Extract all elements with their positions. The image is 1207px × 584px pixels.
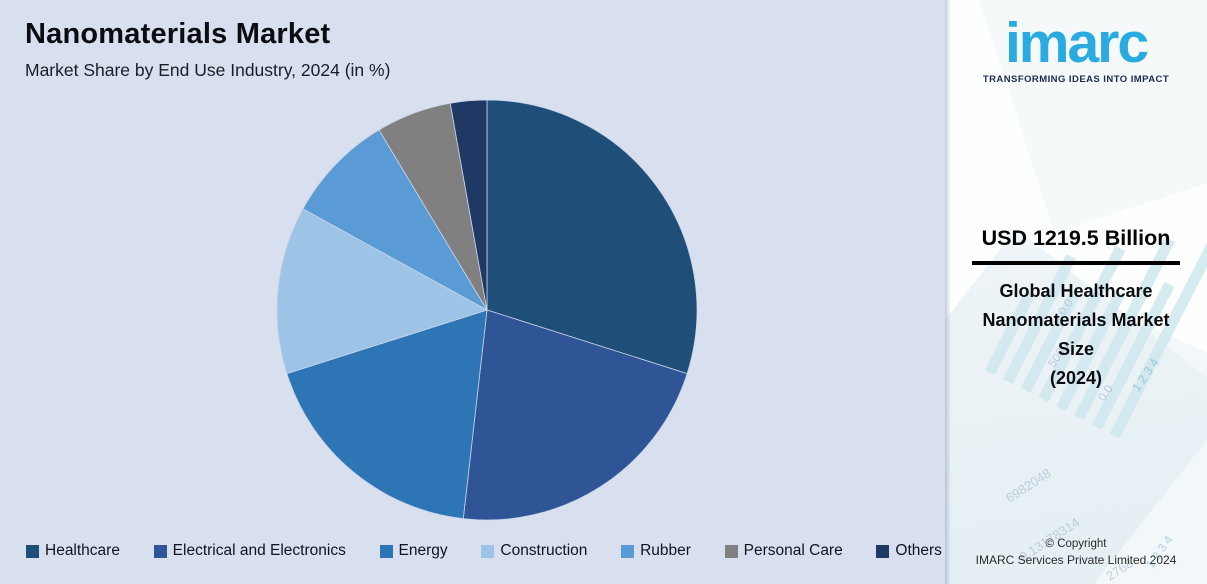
chart-subtitle: Market Share by End Use Industry, 2024 (… <box>25 60 391 80</box>
legend-swatch <box>481 544 495 558</box>
legend-label: Electrical and Electronics <box>172 542 346 559</box>
market-size-label-line: Global Healthcare <box>999 281 1153 301</box>
legend-item-rubber: Rubber <box>621 542 691 560</box>
panel-edge-shadow <box>945 0 951 584</box>
legend-item-personal-care: Personal Care <box>724 542 843 560</box>
legend-swatch <box>26 544 39 558</box>
chart-area: Nanomaterials Market Market Share by End… <box>25 18 942 560</box>
legend-label: Personal Care <box>743 542 843 559</box>
pie-slice-rubber <box>302 129 489 312</box>
legend-item-healthcare: Healthcare <box>26 542 120 560</box>
legend-swatch <box>379 544 393 558</box>
legend-label: Healthcare <box>45 542 120 559</box>
market-size-label-line: Nanomaterials Market <box>982 310 1170 330</box>
legend-label: Construction <box>500 542 588 559</box>
market-size-label-line: (2024) <box>1049 368 1103 388</box>
imarc-tagline: TRANSFORMING IDEAS INTO IMPACT <box>982 74 1170 85</box>
pie-chart <box>276 99 698 521</box>
market-size-callout: USD 1219.5 Billion Global Healthcare Nan… <box>945 226 1207 393</box>
legend-label: Energy <box>398 542 448 559</box>
market-size-value: USD 1219.5 Billion <box>981 226 1171 250</box>
legend-swatch <box>876 544 890 558</box>
pie-slice-construction <box>276 208 489 375</box>
copyright-notice: © Copyright IMARC Services Private Limit… <box>945 538 1207 567</box>
pie-slice-energy <box>286 309 488 520</box>
pie-slice-healthcare <box>486 99 698 375</box>
market-size-label-line: Size <box>1057 339 1095 359</box>
legend-item-construction: Construction <box>481 542 587 560</box>
imarc-wordmark: imarc <box>1004 11 1149 75</box>
legend-item-energy: Energy <box>379 542 448 560</box>
pie-slice-others <box>449 99 488 311</box>
imarc-logo: imarc TRANSFORMING IDEAS INTO IMPACT <box>945 14 1207 85</box>
brand-panel: 0.0 5000 0.0 6982048 0.13178314 2768 1 2… <box>945 0 1207 584</box>
chart-legend: Healthcare Electrical and Electronics Ener… <box>26 542 942 560</box>
copyright-line2: IMARC Services Private Limited 2024 <box>975 553 1177 567</box>
watermark-number: 6982048 <box>1002 465 1054 506</box>
legend-label: Others <box>895 542 942 559</box>
pie-slice-electrical-and-electronics <box>462 309 688 521</box>
legend-label: Rubber <box>640 542 691 559</box>
legend-item-electrical-and-electronics: Electrical and Electronics <box>153 542 346 560</box>
legend-swatch <box>724 544 738 558</box>
legend-swatch <box>621 544 635 558</box>
legend-swatch <box>153 544 167 558</box>
page-title: Nanomaterials Market <box>25 18 331 50</box>
legend-item-others: Others <box>876 542 942 560</box>
copyright-line1: © Copyright <box>1045 538 1107 550</box>
divider-rule <box>972 261 1180 265</box>
pie-chart-svg <box>276 99 698 521</box>
